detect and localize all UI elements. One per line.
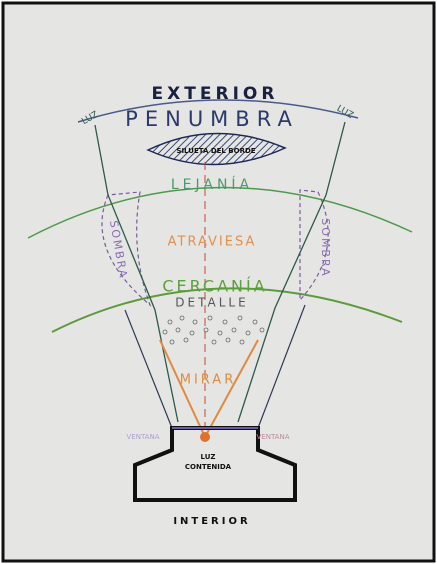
sombra-label: SOMBRA bbox=[319, 218, 332, 277]
luz-contenida-label: CONTENIDA bbox=[185, 463, 232, 471]
diagram: EXTERIOR PENUMBRA LUZ LUZ SILUETA DEL BO… bbox=[0, 0, 437, 564]
cercania-label: CERCANÍA bbox=[162, 277, 267, 296]
detalle-label: DETALLE bbox=[175, 296, 248, 310]
mirar-label: MIRAR bbox=[180, 373, 236, 388]
lejania-label: LEJANÍA bbox=[171, 176, 253, 193]
interior-label: INTERIOR bbox=[173, 516, 250, 527]
exterior-label: EXTERIOR bbox=[152, 84, 279, 104]
eye bbox=[200, 432, 210, 442]
page: EXTERIOR PENUMBRA LUZ LUZ SILUETA DEL BO… bbox=[0, 0, 437, 564]
penumbra-label: PENUMBRA bbox=[125, 107, 299, 131]
ventana-label: VENTANA bbox=[127, 433, 160, 441]
luz-contenida-label: LUZ bbox=[201, 453, 216, 461]
silueta-label: SILUETA DEL BORDE bbox=[176, 147, 255, 155]
ventana-label: VENTANA bbox=[257, 433, 290, 441]
atraviesa-label: ATRAVIESA bbox=[168, 235, 257, 250]
